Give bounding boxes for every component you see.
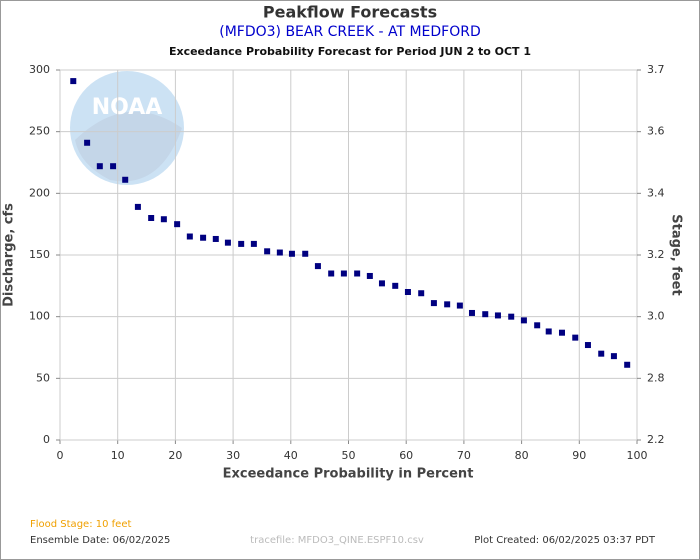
point (572, 334, 579, 341)
point (354, 270, 361, 277)
point (404, 289, 411, 295)
point (508, 313, 515, 320)
y-tick-label: 100 (29, 310, 50, 323)
y-axis-label: Discharge, cfs (2, 203, 17, 307)
x-tick-label: 0 (57, 449, 64, 462)
point (302, 250, 309, 257)
point (366, 272, 373, 279)
point (70, 78, 77, 85)
x-tick-label: 90 (572, 449, 586, 462)
point (624, 361, 631, 368)
point (276, 249, 283, 256)
x-tick-label: 30 (226, 449, 240, 462)
y-tick-label: 200 (29, 186, 50, 199)
x-tick-label: 100 (627, 449, 648, 462)
point (174, 221, 181, 228)
ensemble-date: Ensemble Date: 06/02/2025 (30, 535, 170, 546)
point (558, 329, 565, 336)
y-tick-label: 300 (29, 63, 50, 76)
y2-tick-label: 3.7 (647, 63, 665, 76)
point (584, 342, 591, 349)
point (148, 215, 155, 221)
point (186, 233, 193, 240)
point (520, 317, 527, 324)
point (160, 216, 167, 223)
y2-tick-label: 3.6 (647, 125, 665, 138)
point (134, 203, 141, 210)
point (84, 139, 91, 146)
point (598, 350, 605, 357)
y2-axis-label: Stage, feet (669, 214, 684, 295)
point (494, 312, 501, 319)
x-tick-label: 20 (168, 449, 182, 462)
y-tick-label: 0 (43, 433, 50, 446)
x-axis-label: Exceedance Probability in Percent (223, 467, 474, 482)
point (430, 300, 437, 307)
y-tick-label: 250 (29, 125, 50, 138)
point (314, 263, 321, 270)
flood-stage: Flood Stage: 10 feet (30, 519, 131, 530)
x-tick-label: 50 (342, 449, 356, 462)
chart-title: Peakflow Forecasts (263, 3, 437, 22)
point (250, 240, 257, 247)
point (264, 248, 271, 255)
point (110, 163, 117, 170)
y-tick-label: 50 (36, 371, 50, 384)
point (468, 309, 475, 316)
point (340, 270, 347, 277)
noaa-logo: NOAA (70, 71, 184, 185)
tracefile: tracefile: MFDO3_QINE.ESPF10.csv (250, 535, 424, 546)
y2-tick-label: 2.8 (647, 371, 665, 384)
point (212, 235, 219, 242)
y2-tick-label: 3.0 (647, 310, 665, 323)
point (534, 322, 541, 329)
x-tick-label: 80 (515, 449, 529, 462)
point (378, 280, 385, 287)
point (392, 282, 399, 289)
x-tick-label: 10 (111, 449, 125, 462)
point (482, 311, 489, 318)
svg-text:NOAA: NOAA (92, 95, 163, 120)
point (328, 270, 335, 277)
point (444, 301, 451, 308)
point (96, 163, 103, 170)
y-tick-label: 150 (29, 248, 50, 261)
x-tick-label: 70 (457, 449, 471, 462)
chart-subtitle: (MFDO3) BEAR CREEK - AT MEDFORD (219, 24, 481, 40)
point (238, 240, 245, 247)
point (418, 290, 425, 297)
point (122, 176, 129, 183)
x-tick-label: 40 (284, 449, 298, 462)
point (456, 302, 463, 309)
chart-subtitle2: Exceedance Probability Forecast for Peri… (169, 45, 531, 58)
point (200, 234, 207, 241)
x-tick-label: 60 (399, 449, 413, 462)
y2-tick-label: 3.4 (647, 186, 665, 199)
point (288, 250, 295, 257)
point (224, 239, 231, 246)
point (545, 328, 552, 335)
y2-tick-label: 3.2 (647, 248, 665, 261)
point (610, 353, 617, 360)
plot-created: Plot Created: 06/02/2025 03:37 PDT (474, 535, 656, 546)
y2-tick-label: 2.2 (647, 433, 665, 446)
